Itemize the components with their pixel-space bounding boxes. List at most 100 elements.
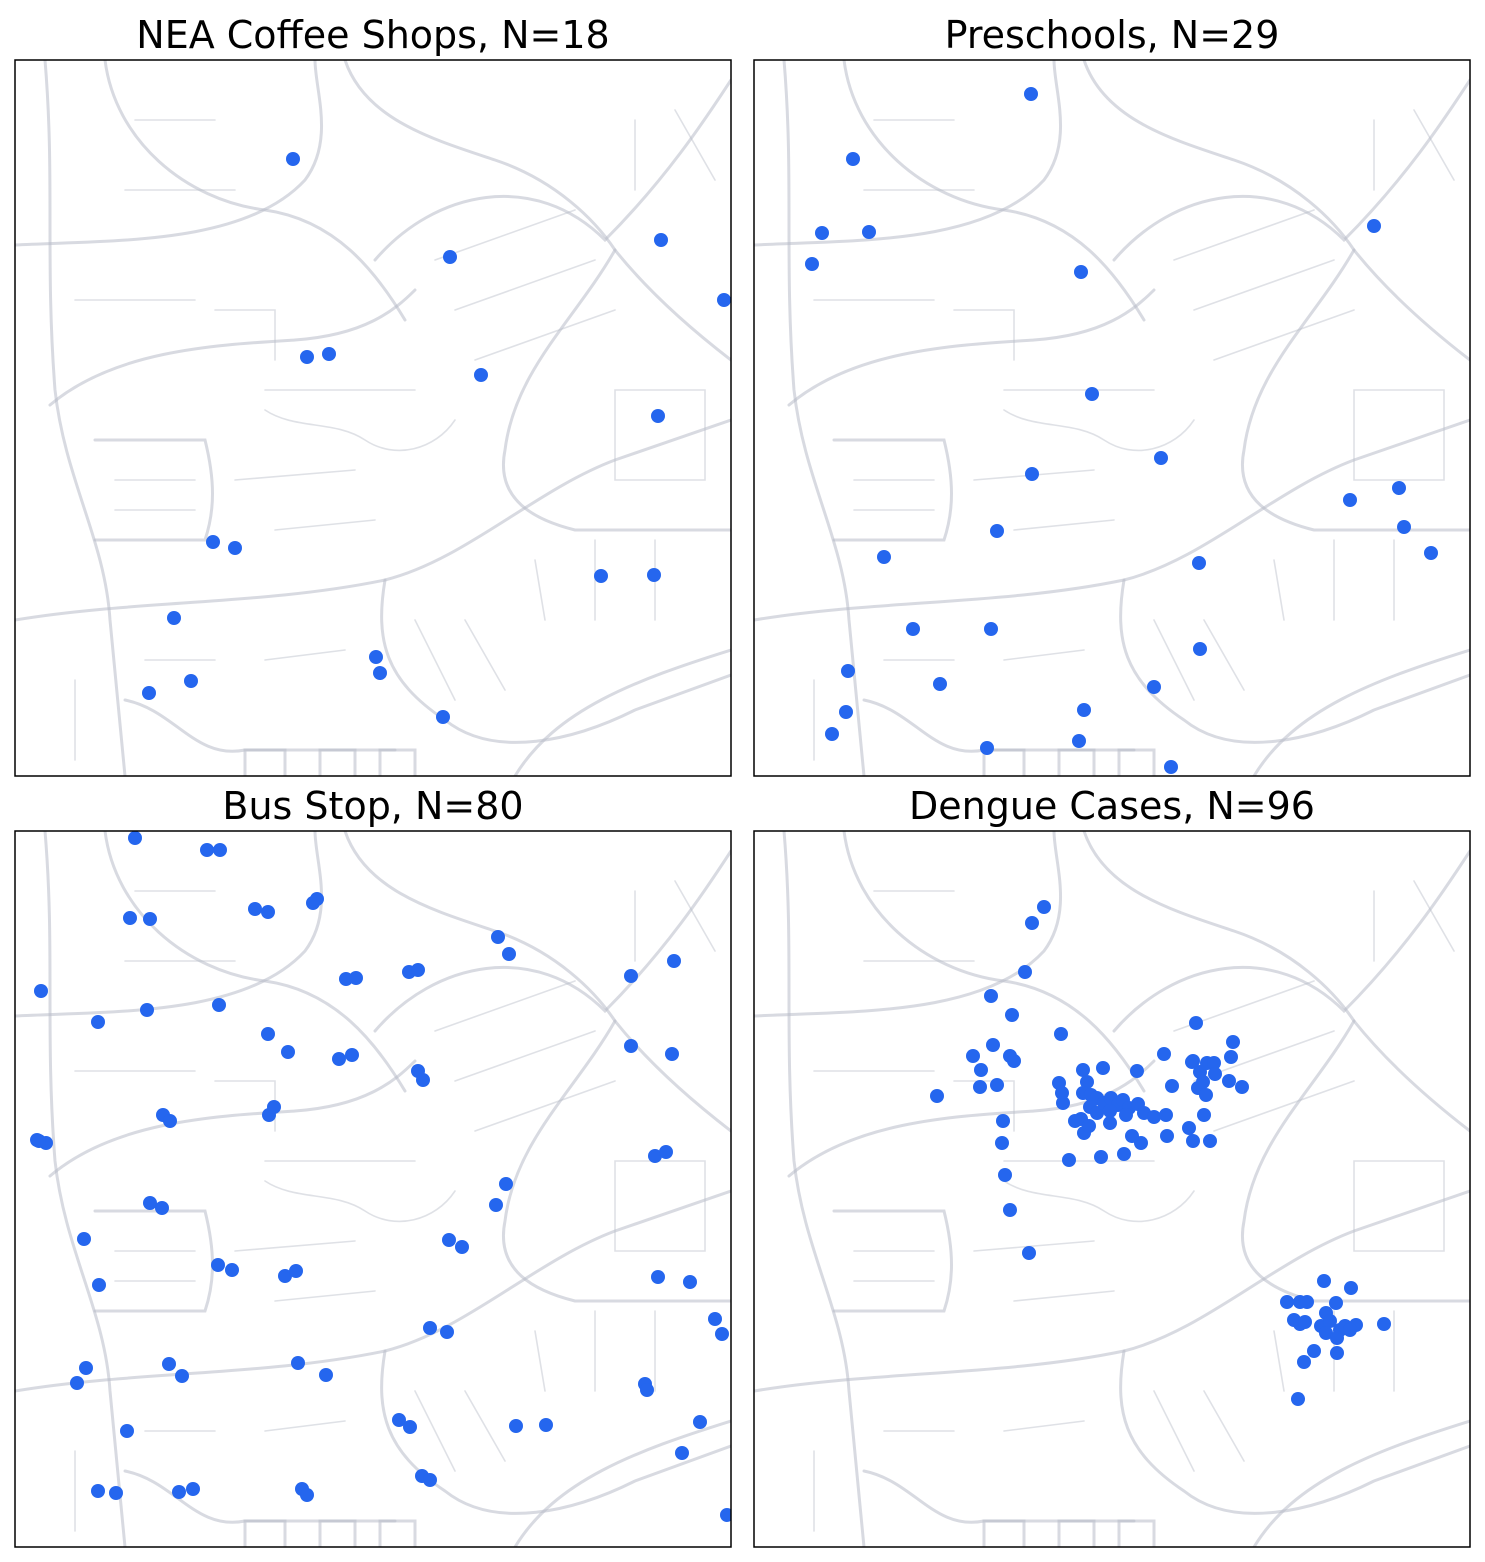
point	[489, 1198, 503, 1212]
point	[1330, 1331, 1344, 1345]
map-area	[15, 60, 731, 776]
point	[1018, 965, 1032, 979]
point	[1160, 1129, 1174, 1143]
point	[1280, 1295, 1294, 1309]
point	[720, 1508, 731, 1522]
point	[1291, 1392, 1305, 1406]
point	[319, 1368, 333, 1382]
map-area	[15, 831, 731, 1547]
point	[1159, 1108, 1173, 1122]
map-panel: Preschools, N=29	[753, 13, 1471, 777]
point	[143, 912, 157, 926]
point	[708, 1312, 722, 1326]
point	[1297, 1355, 1311, 1369]
point	[1103, 1104, 1117, 1118]
point	[423, 1473, 437, 1487]
point	[1226, 1035, 1240, 1049]
map-area	[754, 831, 1470, 1547]
point	[1157, 1047, 1171, 1061]
point	[995, 1136, 1009, 1150]
point	[455, 1240, 469, 1254]
point	[624, 1039, 638, 1053]
point	[1323, 1314, 1337, 1328]
point	[648, 1149, 662, 1163]
point	[1224, 1050, 1238, 1064]
panel-frame	[14, 830, 732, 1548]
point	[1397, 520, 1411, 534]
map-panel: NEA Coffee Shops, N=18	[14, 13, 732, 777]
point	[261, 905, 275, 919]
panel-frame	[753, 59, 1471, 777]
point	[140, 1003, 154, 1017]
map-area	[754, 60, 1470, 776]
point	[1147, 1110, 1161, 1124]
point	[1196, 1075, 1210, 1089]
point	[1076, 1063, 1090, 1077]
point	[1193, 642, 1207, 656]
point	[128, 831, 142, 845]
point	[474, 368, 488, 382]
point	[1025, 467, 1039, 481]
point	[261, 1027, 275, 1041]
point	[1005, 1008, 1019, 1022]
point	[211, 1258, 225, 1272]
point	[442, 1233, 456, 1247]
point	[1182, 1121, 1196, 1135]
point	[984, 989, 998, 1003]
point	[289, 1264, 303, 1278]
point	[443, 250, 457, 264]
point	[267, 1100, 281, 1114]
point	[930, 1089, 944, 1103]
point	[200, 843, 214, 857]
point	[1056, 1096, 1070, 1110]
point	[675, 1446, 689, 1460]
point	[693, 1415, 707, 1429]
point	[715, 1327, 729, 1341]
point	[1080, 1075, 1094, 1089]
point	[654, 233, 668, 247]
point	[1147, 680, 1161, 694]
point	[1189, 1016, 1203, 1030]
point	[440, 1325, 454, 1339]
point	[717, 293, 731, 307]
point	[1329, 1296, 1343, 1310]
point	[91, 1484, 105, 1498]
point	[1344, 1281, 1358, 1295]
point	[1367, 219, 1381, 233]
point	[1207, 1056, 1221, 1070]
point	[310, 892, 324, 906]
point	[647, 568, 661, 582]
point	[155, 1201, 169, 1215]
point	[1319, 1326, 1333, 1340]
road-network	[15, 831, 731, 1547]
point	[300, 1488, 314, 1502]
point	[369, 650, 383, 664]
panel-title: Dengue Cases, N=96	[909, 784, 1315, 828]
point	[228, 541, 242, 555]
panel-frame	[753, 830, 1471, 1548]
point	[1186, 1134, 1200, 1148]
point	[1003, 1203, 1017, 1217]
point	[286, 152, 300, 166]
point	[683, 1275, 697, 1289]
point	[509, 1419, 523, 1433]
point	[1235, 1080, 1249, 1094]
point	[1024, 87, 1038, 101]
point	[281, 1045, 295, 1059]
point	[651, 1270, 665, 1284]
point	[933, 677, 947, 691]
point	[1022, 1246, 1036, 1260]
point	[974, 1063, 988, 1077]
point	[805, 257, 819, 271]
point	[1025, 916, 1039, 930]
point	[1090, 1106, 1104, 1120]
point	[411, 963, 425, 977]
point	[1424, 546, 1438, 560]
point	[92, 1278, 106, 1292]
point	[1199, 1088, 1213, 1102]
point	[163, 1114, 177, 1128]
panel-title: NEA Coffee Shops, N=18	[136, 13, 609, 57]
point	[1062, 1153, 1076, 1167]
point	[825, 727, 839, 741]
